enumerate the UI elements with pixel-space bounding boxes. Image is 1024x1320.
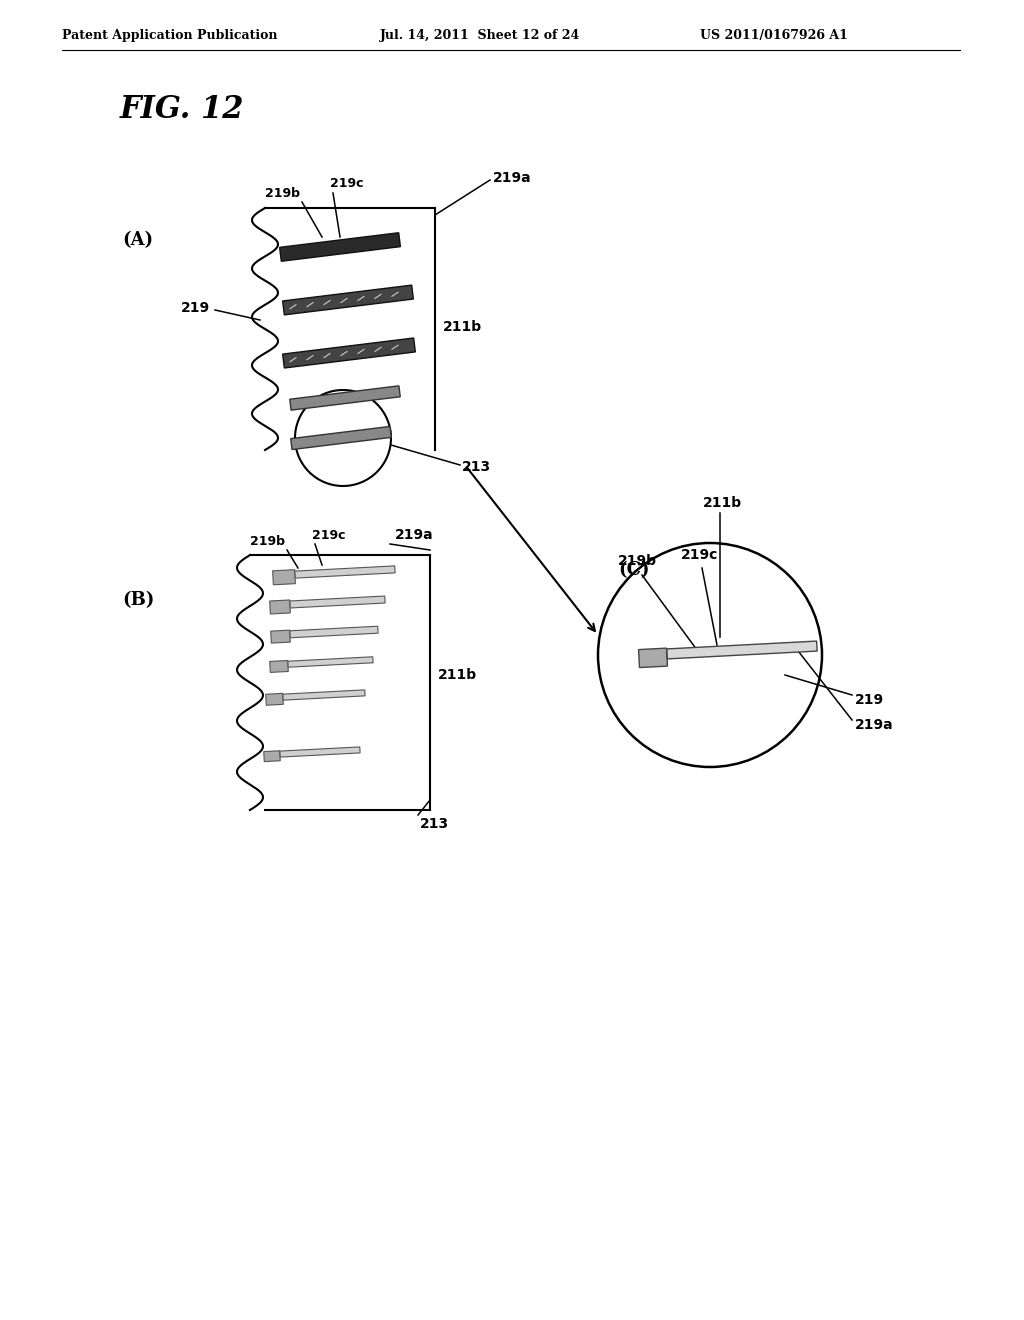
Text: (B): (B)	[122, 591, 155, 609]
Polygon shape	[270, 630, 290, 643]
Polygon shape	[265, 693, 284, 705]
Polygon shape	[667, 642, 817, 659]
Text: 219c: 219c	[681, 548, 719, 562]
Text: 219: 219	[181, 301, 210, 315]
Text: 219b: 219b	[617, 554, 656, 568]
Polygon shape	[288, 657, 373, 667]
Text: US 2011/0167926 A1: US 2011/0167926 A1	[700, 29, 848, 41]
Text: 219c: 219c	[312, 529, 345, 543]
Polygon shape	[283, 690, 366, 700]
Text: 219a: 219a	[855, 718, 894, 733]
Text: 219: 219	[855, 693, 884, 708]
Polygon shape	[272, 570, 295, 585]
Text: 219b: 219b	[265, 187, 300, 201]
Polygon shape	[639, 648, 668, 668]
Text: 211b: 211b	[443, 319, 482, 334]
Polygon shape	[290, 385, 400, 411]
Text: 211b: 211b	[438, 668, 477, 682]
Polygon shape	[283, 285, 414, 315]
Polygon shape	[280, 232, 400, 261]
Text: 213: 213	[462, 459, 492, 474]
Text: 211b: 211b	[702, 496, 741, 510]
Polygon shape	[269, 660, 289, 672]
Text: 219a: 219a	[493, 172, 531, 185]
Polygon shape	[264, 751, 281, 762]
Polygon shape	[280, 747, 360, 758]
Text: Patent Application Publication: Patent Application Publication	[62, 29, 278, 41]
Polygon shape	[290, 597, 385, 609]
Polygon shape	[295, 566, 395, 578]
Text: 219c: 219c	[330, 177, 364, 190]
Polygon shape	[291, 426, 391, 450]
Polygon shape	[290, 626, 378, 638]
Text: 219b: 219b	[250, 535, 285, 548]
Text: (A): (A)	[122, 231, 154, 249]
Text: (C): (C)	[618, 561, 649, 579]
Polygon shape	[269, 601, 291, 614]
Polygon shape	[283, 338, 416, 368]
Text: Jul. 14, 2011  Sheet 12 of 24: Jul. 14, 2011 Sheet 12 of 24	[380, 29, 581, 41]
Text: 219a: 219a	[395, 528, 433, 543]
Text: FIG. 12: FIG. 12	[120, 95, 245, 125]
Text: 213: 213	[420, 817, 450, 832]
